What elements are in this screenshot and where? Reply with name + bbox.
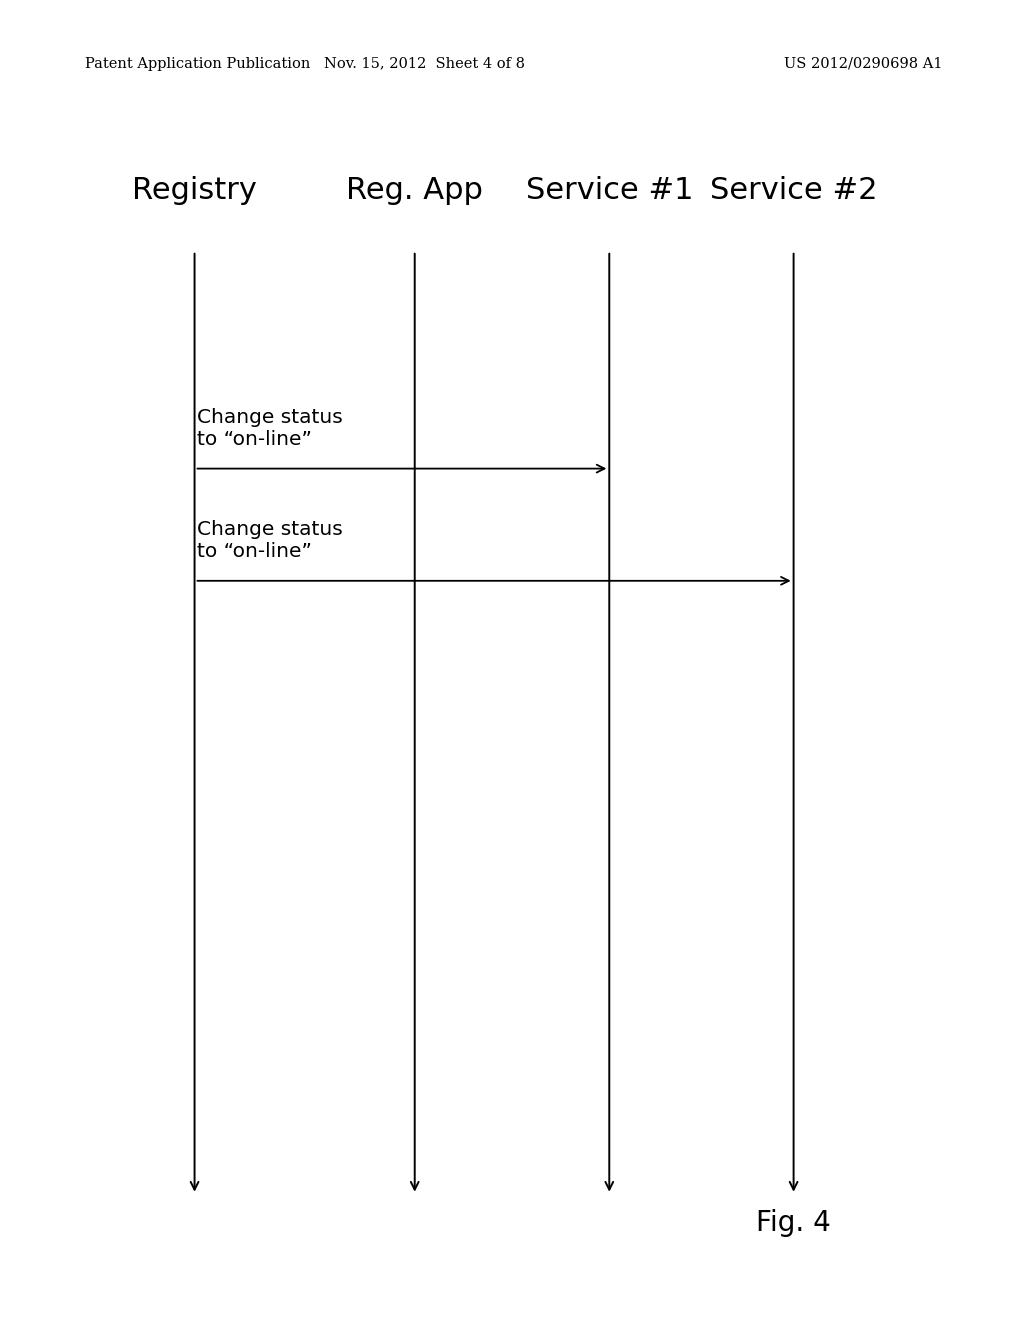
Text: Fig. 4: Fig. 4 [757, 1209, 830, 1237]
Text: Change status
to “on-line”: Change status to “on-line” [197, 520, 342, 561]
Text: US 2012/0290698 A1: US 2012/0290698 A1 [783, 57, 942, 71]
Text: Reg. App: Reg. App [346, 176, 483, 205]
Text: Service #1: Service #1 [525, 176, 693, 205]
Text: Patent Application Publication: Patent Application Publication [85, 57, 310, 71]
Text: Registry: Registry [132, 176, 257, 205]
Text: Service #2: Service #2 [710, 176, 878, 205]
Text: Change status
to “on-line”: Change status to “on-line” [197, 408, 342, 449]
Text: Nov. 15, 2012  Sheet 4 of 8: Nov. 15, 2012 Sheet 4 of 8 [325, 57, 525, 71]
